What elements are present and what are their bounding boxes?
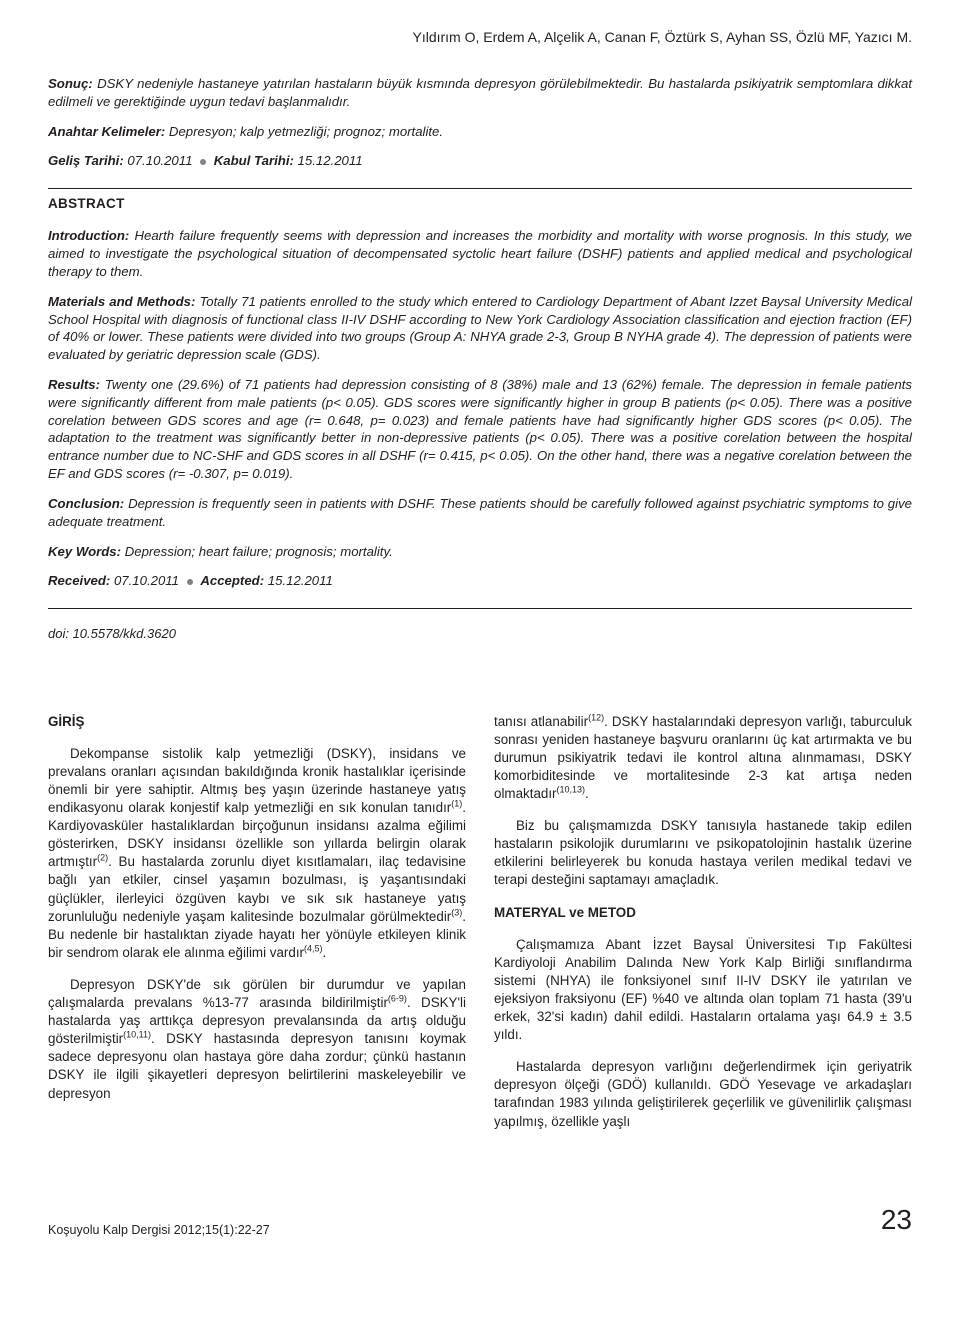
mm-heading: MATERYAL ve METOD xyxy=(494,904,912,922)
ref-sup: (2) xyxy=(97,853,108,863)
sonuc-body: DSKY nedeniyle hastaneye yatırılan hasta… xyxy=(48,76,912,109)
left-column: GİRİŞ Dekompanse sistolik kalp yetmezliğ… xyxy=(48,713,466,1145)
page-footer: Koşuyolu Kalp Dergisi 2012;15(1):22-27 2… xyxy=(48,1201,912,1239)
abs-mm: Materials and Methods: Totally 71 patien… xyxy=(48,293,912,364)
ref-sup: (10,13) xyxy=(557,785,586,795)
two-column-body: GİRİŞ Dekompanse sistolik kalp yetmezliğ… xyxy=(48,713,912,1145)
tr-recv-lead: Geliş Tarihi: xyxy=(48,153,124,168)
tr-kw-body: Depresyon; kalp yetmezliği; prognoz; mor… xyxy=(165,124,443,139)
text-run: . xyxy=(585,786,589,801)
abs-res-body: Twenty one (29.6%) of 71 patients had de… xyxy=(48,377,912,481)
abs-intro-body: Hearth failure frequently seems with dep… xyxy=(48,228,912,279)
abs-con-lead: Conclusion: xyxy=(48,496,124,511)
en-acc-lead: Accepted: xyxy=(200,573,264,588)
en-kw-lead: Key Words: xyxy=(48,544,121,559)
body-paragraph: Dekompanse sistolik kalp yetmezliği (DSK… xyxy=(48,745,466,962)
body-paragraph: Depresyon DSKY'de sık görülen bir durumd… xyxy=(48,976,466,1103)
journal-citation: Koşuyolu Kalp Dergisi 2012;15(1):22-27 xyxy=(48,1222,270,1239)
abs-conclusion: Conclusion: Depression is frequently see… xyxy=(48,495,912,531)
en-keywords: Key Words: Depression; heart failure; pr… xyxy=(48,543,912,561)
body-paragraph: Hastalarda depresyon varlığını değerlend… xyxy=(494,1058,912,1130)
body-paragraph: Çalışmamıza Abant İzzet Baysal Üniversit… xyxy=(494,936,912,1045)
body-paragraph: Biz bu çalışmamızda DSKY tanısıyla hasta… xyxy=(494,817,912,889)
ref-sup: (6-9) xyxy=(388,994,407,1004)
en-recv-lead: Received: xyxy=(48,573,110,588)
doi-line: doi: 10.5578/kkd.3620 xyxy=(48,625,912,643)
giris-heading: GİRİŞ xyxy=(48,713,466,731)
en-kw-body: Depression; heart failure; prognosis; mo… xyxy=(121,544,393,559)
tr-kw-lead: Anahtar Kelimeler: xyxy=(48,124,165,139)
abstract-title: ABSTRACT xyxy=(48,195,912,213)
abs-intro: Introduction: Hearth failure frequently … xyxy=(48,227,912,280)
body-paragraph: tanısı atlanabilir(12). DSKY hastalarınd… xyxy=(494,713,912,803)
tr-recv-val: 07.10.2011 xyxy=(124,153,196,168)
sonuc-lead: Sonuç: xyxy=(48,76,93,91)
ref-sup: (3) xyxy=(451,907,462,917)
text-run: Dekompanse sistolik kalp yetmezliği (DSK… xyxy=(48,746,466,815)
divider xyxy=(48,188,912,189)
en-acc-val: 15.12.2011 xyxy=(264,573,333,588)
ref-sup: (4,5) xyxy=(304,943,323,953)
bullet-icon xyxy=(187,579,193,585)
bullet-icon xyxy=(200,159,206,165)
abs-mm-lead: Materials and Methods: xyxy=(48,294,195,309)
tr-acc-lead: Kabul Tarihi: xyxy=(214,153,294,168)
ref-sup: (12) xyxy=(588,712,604,722)
page-number: 23 xyxy=(881,1201,912,1239)
abs-res-lead: Results: xyxy=(48,377,100,392)
tr-keywords: Anahtar Kelimeler: Depresyon; kalp yetme… xyxy=(48,123,912,141)
ref-sup: (1) xyxy=(451,799,462,809)
text-run: . xyxy=(323,945,327,960)
right-column: tanısı atlanabilir(12). DSKY hastalarınd… xyxy=(494,713,912,1145)
divider xyxy=(48,608,912,609)
ref-sup: (10,11) xyxy=(123,1030,151,1040)
abs-con-body: Depression is frequently seen in patient… xyxy=(48,496,912,529)
sonuc-paragraph: Sonuç: DSKY nedeniyle hastaneye yatırıla… xyxy=(48,75,912,111)
author-line: Yıldırım O, Erdem A, Alçelik A, Canan F,… xyxy=(48,28,912,47)
text-run: tanısı atlanabilir xyxy=(494,714,588,729)
abs-intro-lead: Introduction: xyxy=(48,228,129,243)
tr-dates: Geliş Tarihi: 07.10.2011 Kabul Tarihi: 1… xyxy=(48,152,912,170)
abs-results: Results: Twenty one (29.6%) of 71 patien… xyxy=(48,376,912,483)
en-dates: Received: 07.10.2011 Accepted: 15.12.201… xyxy=(48,572,912,590)
text-run: . Bu hastalarda zorunlu diyet kısıtlamal… xyxy=(48,854,466,923)
tr-acc-val: 15.12.2011 xyxy=(294,153,363,168)
en-recv-val: 07.10.2011 xyxy=(110,573,182,588)
